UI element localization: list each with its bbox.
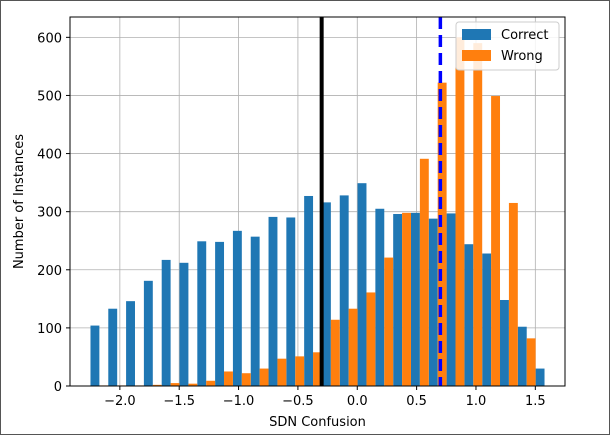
x-tick-label: 1.0 xyxy=(466,394,487,409)
x-tick-label: −1.0 xyxy=(223,394,255,409)
bar-correct xyxy=(250,236,260,386)
bar-correct xyxy=(90,325,100,386)
y-tick-label: 300 xyxy=(37,206,62,221)
bar-correct xyxy=(161,259,171,386)
legend-swatch-wrong xyxy=(462,50,491,61)
reference-lines xyxy=(319,17,443,386)
bar-wrong xyxy=(241,373,251,386)
x-tick-label: 1.5 xyxy=(525,394,546,409)
y-tick-label: 500 xyxy=(37,89,62,104)
bar-correct xyxy=(126,301,135,386)
bar-correct xyxy=(500,299,509,386)
bar-correct xyxy=(446,213,456,386)
bar-correct xyxy=(357,183,367,386)
legend-label-correct: Correct xyxy=(501,28,548,43)
y-tick-label: 100 xyxy=(37,322,62,337)
bar-correct xyxy=(517,326,527,386)
bar-wrong xyxy=(366,292,376,386)
y-tick-label: 600 xyxy=(37,31,62,46)
bar-wrong xyxy=(170,383,180,386)
bar-wrong xyxy=(491,96,501,387)
bar-wrong xyxy=(508,202,518,386)
bar-correct xyxy=(339,195,349,386)
bar-correct xyxy=(321,202,331,386)
x-axis-label: SDN Confusion xyxy=(269,415,366,430)
bar-wrong xyxy=(259,368,269,386)
bar-series xyxy=(90,37,545,387)
legend: Correct Wrong xyxy=(455,21,560,71)
bar-wrong xyxy=(295,356,305,386)
bar-wrong xyxy=(437,82,447,387)
bar-correct xyxy=(393,213,403,386)
bar-wrong xyxy=(277,358,287,386)
bar-correct xyxy=(197,241,207,386)
bar-wrong xyxy=(330,319,340,386)
x-tick-label: −1.5 xyxy=(163,394,195,409)
bar-wrong xyxy=(224,371,233,386)
bar-correct xyxy=(535,368,545,386)
x-tick-label: 0.5 xyxy=(406,394,427,409)
bar-wrong xyxy=(526,338,536,386)
bar-wrong xyxy=(152,384,162,386)
bar-correct xyxy=(375,208,385,386)
axis-ticks: −2.0 −1.5 −1.0 −0.5 0.0 0.5 1.0 1.5 0 100 200 300 40… xyxy=(37,31,545,409)
y-tick-label: 400 xyxy=(37,148,62,163)
bar-wrong xyxy=(455,37,465,386)
legend-label-wrong: Wrong xyxy=(501,49,543,64)
bar-wrong xyxy=(188,383,198,386)
bar-correct xyxy=(410,212,420,386)
y-tick-label: 0 xyxy=(54,380,62,395)
y-tick-label: 200 xyxy=(37,264,62,279)
bar-correct xyxy=(179,262,189,386)
x-tick-label: −0.5 xyxy=(282,394,314,409)
bar-correct xyxy=(464,244,474,386)
bar-correct xyxy=(268,216,278,386)
plot-frame xyxy=(69,16,566,387)
grid-lines xyxy=(70,17,565,387)
x-tick-label: −2.0 xyxy=(104,394,136,409)
bar-correct xyxy=(428,218,438,386)
bar-correct xyxy=(304,195,314,386)
bar-wrong xyxy=(348,308,358,386)
bar-correct xyxy=(232,230,242,386)
bar-wrong xyxy=(419,158,429,386)
bar-correct xyxy=(108,308,118,386)
bar-wrong xyxy=(313,352,322,386)
bar-wrong xyxy=(473,43,483,387)
bar-wrong xyxy=(384,257,394,386)
bar-wrong xyxy=(206,380,216,386)
bar-wrong xyxy=(402,212,411,386)
bar-correct xyxy=(143,280,153,386)
y-axis-label: Number of Instances xyxy=(12,134,27,269)
bar-correct xyxy=(286,217,296,386)
x-tick-label: 0.0 xyxy=(347,394,368,409)
legend-swatch-correct xyxy=(462,29,491,40)
bar-correct xyxy=(482,253,492,386)
bar-correct xyxy=(215,241,225,386)
